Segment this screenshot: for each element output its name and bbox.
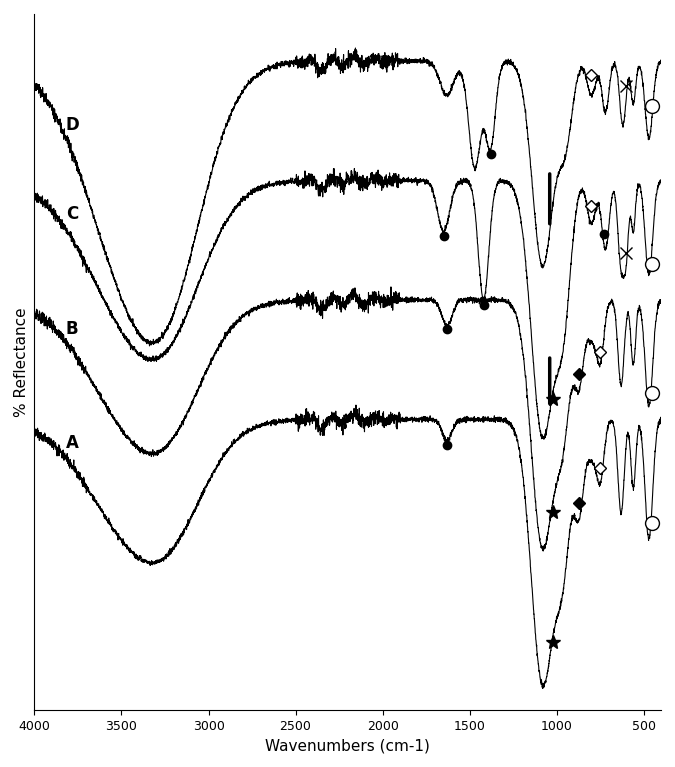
Y-axis label: % Reflectance: % Reflectance: [14, 307, 29, 416]
Text: A: A: [65, 433, 79, 452]
Text: B: B: [65, 320, 78, 338]
X-axis label: Wavenumbers (cm-1): Wavenumbers (cm-1): [265, 738, 430, 753]
Text: D: D: [65, 117, 80, 134]
Text: C: C: [65, 205, 78, 223]
